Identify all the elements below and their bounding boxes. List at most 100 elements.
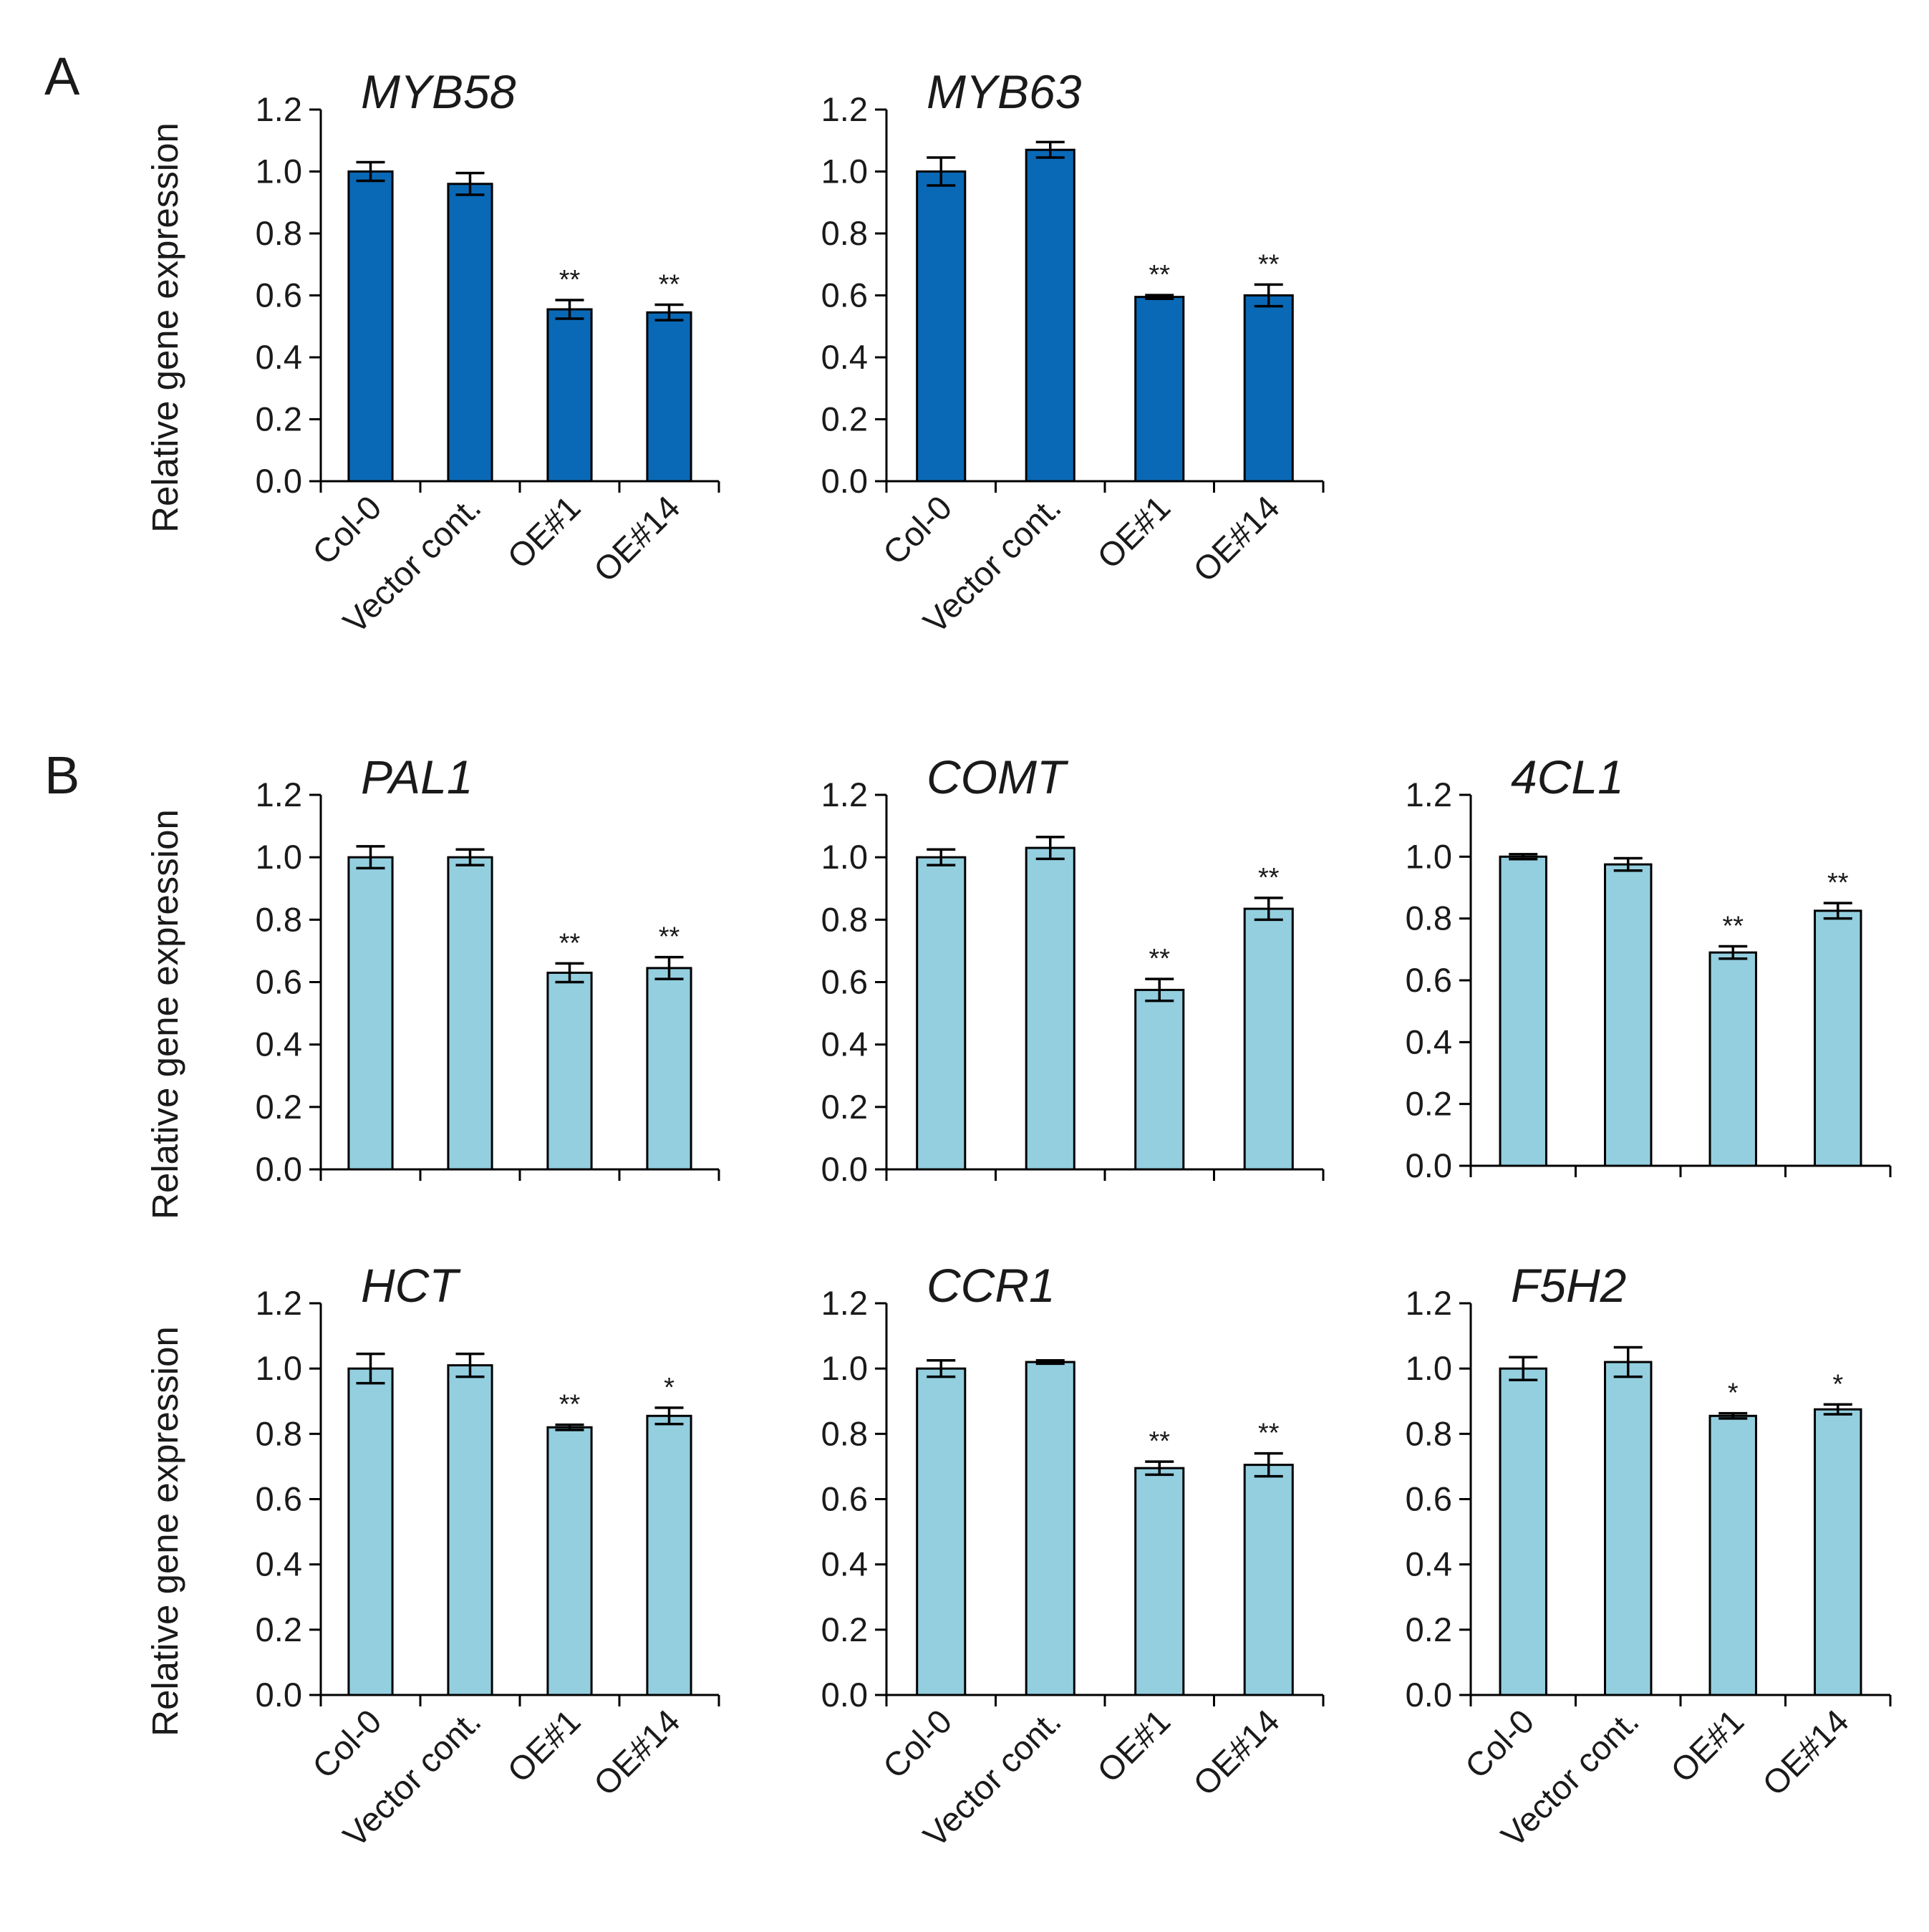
y-tick-label: 1.0 [256,153,302,190]
y-tick-label: 0.4 [256,338,302,376]
y-tick-label: 0.4 [256,1025,302,1063]
bar [546,1426,593,1696]
error-bar [1613,1346,1643,1378]
y-tick-label: 0.0 [256,1676,302,1714]
y-tick-label: 1.0 [821,153,868,190]
y-tick-label: 0.0 [821,462,868,500]
significance-marker: ** [1258,1419,1280,1449]
bar [447,856,493,1171]
x-tick-label: Col-0 [875,1702,959,1786]
x-tick-label: OE#14 [1186,488,1287,589]
error-bar [654,955,684,980]
y-tick-label: 1.2 [821,1284,868,1322]
significance-marker: ** [559,1390,581,1420]
y-tick-label: 1.0 [256,1349,302,1387]
y-tick-label: 0.2 [1406,1085,1452,1123]
bar [1025,846,1075,1171]
x-tick-label: OE#1 [1663,1702,1751,1789]
bar [347,1367,394,1696]
error-bar [1718,945,1748,960]
bar [1025,1361,1075,1696]
bar [447,1364,493,1696]
significance-marker: ** [1258,863,1280,893]
error-bar [927,1359,956,1378]
x-tick-label: OE#14 [586,488,687,589]
error-bar [1509,1356,1538,1381]
significance-marker: ** [1149,260,1170,290]
error-bar [1254,897,1283,922]
y-tick-label: 0.0 [256,1150,302,1188]
y-tick-label: 0.2 [821,400,868,438]
panel-label-a: A [44,47,80,106]
y-tick-label: 0.0 [821,1676,868,1714]
error-bar [356,845,385,870]
bar [1025,148,1075,483]
error-bar [555,962,584,984]
y-axis-label: Relative gene expression [145,1326,185,1737]
y-tick-label: 1.0 [821,838,868,876]
bar [1134,296,1185,483]
y-tick-label: 1.2 [256,776,302,813]
y-tick-label: 0.8 [256,214,302,252]
significance-marker: ** [1258,249,1280,279]
y-tick-label: 0.2 [821,1088,868,1126]
error-bar [455,848,485,866]
y-tick-label: 0.6 [256,276,302,314]
bar [1708,1414,1757,1696]
error-bar [1035,1359,1065,1366]
y-tick-label: 0.6 [821,276,868,314]
error-bar [1718,1411,1748,1420]
y-tick-label: 1.2 [256,1284,302,1322]
chart-title: COMT [927,750,1069,803]
y-tick-label: 1.0 [821,1349,868,1387]
error-bar [1145,977,1174,1003]
significance-marker: ** [659,269,680,299]
y-tick-label: 0.8 [256,1414,302,1452]
error-bar [654,303,684,322]
significance-marker: ** [659,922,680,952]
y-tick-label: 1.0 [1406,1349,1452,1387]
y-tick-label: 1.0 [256,838,302,876]
chart-title: PAL1 [361,750,473,803]
bar [1134,988,1185,1171]
x-tick-label: OE#1 [1090,1702,1177,1789]
y-tick-label: 0.0 [1406,1146,1452,1184]
y-tick-label: 0.2 [256,1610,302,1648]
y-tick-label: 0.4 [1406,1545,1452,1583]
x-tick-label: Col-0 [305,1702,389,1786]
error-bar [654,1406,684,1426]
bar [916,170,967,483]
bar [546,971,593,1171]
bar [646,1414,692,1696]
bar [347,856,394,1171]
y-tick-label: 0.4 [821,338,868,376]
x-tick-label: Col-0 [1457,1702,1541,1786]
y-tick-label: 0.4 [821,1545,868,1583]
y-tick-label: 1.2 [1406,776,1452,813]
y-tick-label: 0.8 [821,214,868,252]
error-bar [1509,853,1538,861]
error-bar [1254,1452,1283,1478]
bar [1499,1367,1547,1696]
bar [1243,907,1294,1171]
chart-title: F5H2 [1511,1259,1626,1312]
bar [1604,1361,1653,1696]
significance-marker: ** [559,928,581,958]
error-bar [927,156,956,187]
significance-marker: ** [559,265,581,295]
chart-title: HCT [361,1259,461,1312]
error-bar [1823,902,1852,920]
bar [1499,855,1547,1167]
y-axis-label: Relative gene expression [145,809,185,1219]
y-tick-label: 0.2 [1406,1610,1452,1648]
error-bar [356,1352,385,1385]
y-tick-label: 0.6 [821,963,868,1001]
error-bar [1823,1403,1852,1416]
error-bar [927,848,956,866]
bar [546,308,593,483]
chart-title: MYB63 [927,65,1082,118]
y-tick-label: 0.4 [1406,1023,1452,1061]
